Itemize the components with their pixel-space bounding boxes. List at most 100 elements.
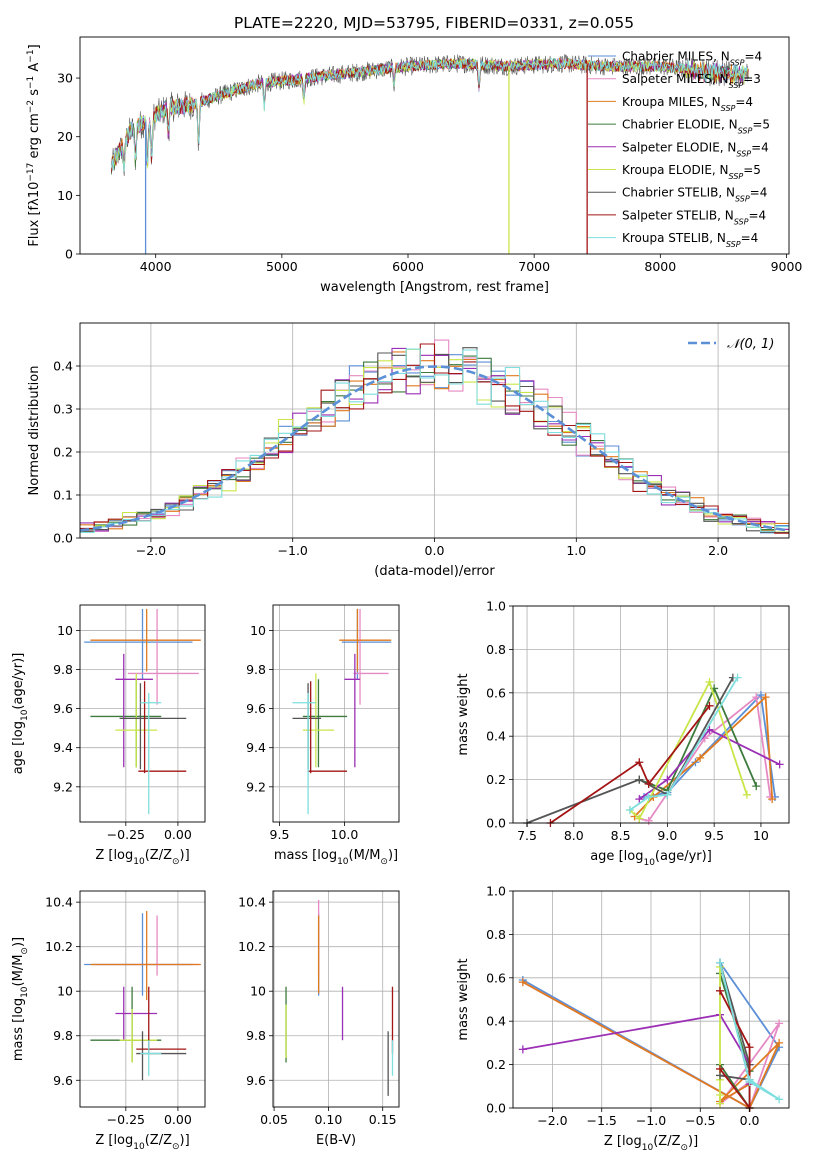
- legend-label: Kroupa MILES, NSSP=4: [622, 95, 753, 113]
- y-tick-label: 10.2: [45, 939, 73, 954]
- y-tick-label: 9.6: [53, 701, 73, 716]
- weight-line-model-5: [522, 1013, 751, 1085]
- y-tick-label: 0.0: [486, 816, 506, 831]
- legend-label: Chabrier ELODIE, NSSP=5: [622, 118, 770, 136]
- weight-line-model-7: [526, 677, 734, 824]
- x-tick-label: −0.25: [107, 1112, 145, 1127]
- plot-area-ebv-mass: [285, 899, 394, 1096]
- x-tick-label: 0.05: [260, 1112, 288, 1127]
- weight-marker: [716, 986, 724, 995]
- x-tick-label: −1.5: [587, 1113, 617, 1128]
- y-tick-label: 10: [250, 623, 266, 638]
- weight-line-model-9: [629, 677, 739, 811]
- panel-ebv-mass: 0.05 0.10 0.15 9.6 9.8 10 10.2 10.4 E(B-V): [238, 890, 400, 1148]
- legend-label: Kroupa ELODIE, NSSP=5: [622, 163, 761, 181]
- legend-label: Chabrier STELIB, NSSP=4: [622, 186, 767, 204]
- weight-marker: [644, 816, 653, 825]
- legend-label: Chabrier MILES, NSSP=4: [622, 50, 762, 68]
- y-tick-label: 10: [57, 623, 73, 638]
- y-tick-label: 9.6: [53, 1073, 73, 1088]
- plot-area-mass-age: [292, 608, 392, 815]
- weight-marker: [756, 690, 765, 699]
- y-axis-label: Normed distribution: [27, 366, 42, 496]
- y-tick-label: 20: [57, 129, 73, 144]
- weight-marker: [663, 775, 672, 784]
- y-tick-label: 10.4: [238, 895, 266, 910]
- weight-marker: [752, 693, 761, 702]
- x-tick-label: 9.5: [704, 828, 724, 843]
- x-tick-label: −2.0: [537, 1113, 567, 1128]
- x-axis-label: (data-model)/error: [374, 564, 495, 579]
- weight-line-model-5: [638, 728, 780, 800]
- weight-marker: [696, 753, 705, 762]
- weight-marker: [742, 790, 751, 799]
- y-tick-label: 10.2: [238, 939, 266, 954]
- legend-label: Salpeter STELIB, NSSP=4: [622, 208, 766, 226]
- x-tick-label: 0.15: [369, 1112, 397, 1127]
- axes-frame: [272, 890, 400, 1108]
- weight-line-model-9: [719, 962, 780, 1101]
- x-tick-label: −0.5: [685, 1113, 715, 1128]
- x-tick-label: 0.10: [314, 1112, 342, 1127]
- y-tick-label: 9.2: [53, 779, 73, 794]
- plot-area-z-weight: [518, 958, 784, 1112]
- weight-marker: [716, 1099, 724, 1108]
- x-tick-label: −1.0: [636, 1113, 666, 1128]
- axes-frame: [79, 604, 206, 823]
- y-tick-label: 0.4: [486, 729, 506, 744]
- weight-marker: [635, 775, 644, 784]
- weight-marker: [635, 758, 644, 767]
- weight-marker: [716, 1064, 724, 1073]
- x-tick-label: 1.0: [566, 543, 586, 558]
- y-tick-label: 9.6: [246, 701, 266, 716]
- y-tick-label: 10.4: [45, 895, 73, 910]
- x-tick-label: 0.00: [164, 1112, 192, 1127]
- panel-z-mass: −0.25 0.00 9.6 9.8 10 10.2 10.4 Z [log10(Z/Z⊙)]…: [11, 890, 206, 1152]
- x-tick-label: 7000: [518, 259, 550, 274]
- x-tick-label: 9.0: [657, 828, 677, 843]
- x-axis-label: Z [log10(Z/Z⊙)]: [95, 848, 189, 867]
- x-axis-label: mass [log10(M/M⊙)]: [274, 848, 398, 867]
- y-tick-label: 0.4: [486, 1014, 506, 1029]
- y-tick-label: 0.6: [486, 970, 506, 985]
- plot-area-residuals: [80, 339, 789, 534]
- x-tick-label: 5000: [266, 259, 298, 274]
- weight-marker: [705, 677, 714, 686]
- axes-frame: [79, 36, 790, 255]
- y-tick-label: 0.8: [486, 927, 506, 942]
- y-axis-label: mass weight: [456, 673, 471, 755]
- weight-marker: [745, 1043, 754, 1052]
- panel-mass-age: 9.5 10.0 9.2 9.4 9.6 9.8 10 mass [log10(M/M⊙)]: [246, 604, 400, 867]
- weight-marker: [644, 779, 653, 788]
- x-tick-label: 0.0: [425, 543, 445, 558]
- y-tick-label: 1.0: [486, 884, 506, 899]
- y-tick-label: 0.4: [53, 359, 73, 374]
- histogram-model-9: [80, 348, 789, 534]
- y-tick-label: 0.2: [486, 1057, 506, 1072]
- x-tick-label: 4000: [140, 259, 172, 274]
- x-tick-label: 0.00: [164, 827, 192, 842]
- y-axis-label: age [log10(age/yr)]: [11, 653, 30, 775]
- weight-marker: [733, 673, 742, 682]
- weight-marker: [775, 1038, 784, 1047]
- plot-area-z-age: [84, 608, 201, 815]
- y-tick-label: 0.1: [53, 488, 73, 503]
- weight-marker: [635, 795, 644, 804]
- x-tick-label: 2.0: [708, 543, 728, 558]
- y-axis-label: mass [log10(M/M⊙)]: [11, 937, 30, 1061]
- weight-marker: [635, 814, 644, 823]
- weight-line-model-2: [639, 695, 772, 822]
- x-tick-label: 8.0: [564, 828, 584, 843]
- x-tick-label: −1.0: [278, 543, 308, 558]
- x-tick-label: 10.0: [331, 827, 359, 842]
- weight-marker: [518, 978, 527, 987]
- legend-label: Salpeter MILES, NSSP=3: [622, 72, 761, 90]
- x-tick-label: 9.5: [270, 827, 290, 842]
- panel-spectrum: 4000 5000 6000 7000 8000 9000 0 10 20 30 wavelengt…: [26, 36, 802, 295]
- x-axis-label: E(B-V): [316, 1133, 356, 1148]
- y-tick-label: 0.3: [53, 402, 73, 417]
- spectrum-line-model-9: [111, 58, 749, 172]
- weight-marker: [705, 701, 714, 710]
- y-tick-label: 0.0: [53, 531, 73, 546]
- x-tick-label: 10: [753, 828, 769, 843]
